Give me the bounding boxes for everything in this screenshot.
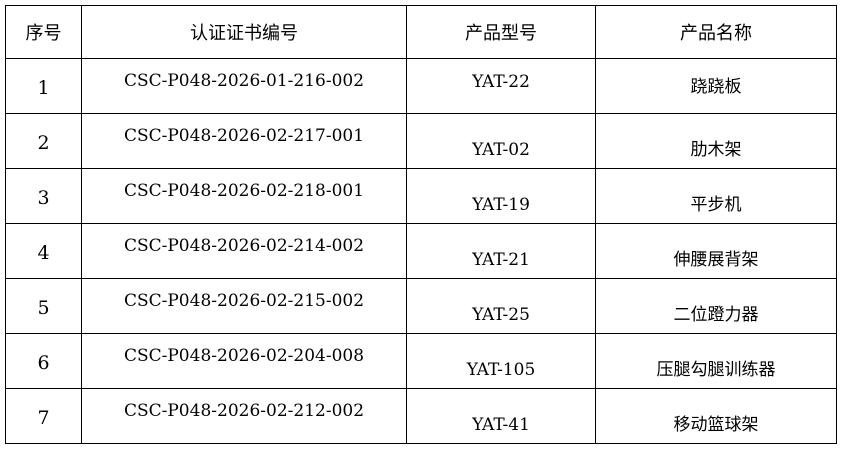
cell-cert-number: CSC-P048-2026-01-216-002 (81, 58, 407, 114)
row-index: 4 (37, 242, 50, 264)
product-name: 移动篮球架 (673, 415, 759, 435)
model-number: YAT-25 (472, 305, 530, 325)
cell-product-name: 二位蹬力器 (595, 278, 837, 334)
cell-row-index: 5 (5, 278, 82, 334)
header-index: 序号 (5, 5, 82, 59)
table-row: 1 CSC-P048-2026-01-216-002 YAT-22 跷跷板 (5, 58, 837, 114)
header-row: 序号 认证证书编号 产品型号 产品名称 (5, 5, 837, 59)
cell-product-name: 移动篮球架 (595, 388, 837, 444)
cell-product-name: 跷跷板 (595, 58, 837, 114)
cell-cert-number: CSC-P048-2026-02-215-002 (81, 278, 407, 334)
model-number: YAT-02 (472, 140, 530, 160)
certificate-table: 序号 认证证书编号 产品型号 产品名称 1 CSC-P048-2026-01-21… (5, 5, 837, 444)
cert-number: CSC-P048-2026-02-215-002 (123, 291, 365, 311)
cell-model-number: YAT-105 (406, 333, 596, 389)
cell-row-index: 6 (5, 333, 82, 389)
header-cert-number: 认证证书编号 (81, 5, 407, 59)
model-number: YAT-105 (466, 360, 536, 380)
cert-number: CSC-P048-2026-02-204-008 (123, 346, 365, 366)
row-index: 6 (37, 352, 50, 374)
cell-product-name: 肋木架 (595, 113, 837, 169)
model-number: YAT-22 (472, 72, 530, 92)
cell-model-number: YAT-02 (406, 113, 596, 169)
model-number: YAT-41 (472, 415, 530, 435)
header-product-name: 产品名称 (595, 5, 837, 59)
product-name: 肋木架 (690, 140, 742, 160)
product-name: 二位蹬力器 (673, 305, 759, 325)
cell-model-number: YAT-22 (406, 58, 596, 114)
cert-number: CSC-P048-2026-02-214-002 (123, 236, 365, 256)
table-row: 6 CSC-P048-2026-02-204-008 YAT-105 压腿勾腿训练器 (5, 333, 837, 389)
row-index: 7 (37, 407, 50, 429)
cell-row-index: 7 (5, 388, 82, 444)
cert-number: CSC-P048-2026-01-216-002 (123, 71, 365, 91)
cell-row-index: 1 (5, 58, 82, 114)
table-row: 5 CSC-P048-2026-02-215-002 YAT-25 二位蹬力器 (5, 278, 837, 334)
cell-product-name: 压腿勾腿训练器 (595, 333, 837, 389)
cell-cert-number: CSC-P048-2026-02-214-002 (81, 223, 407, 279)
model-number: YAT-21 (472, 250, 530, 270)
table-row: 7 CSC-P048-2026-02-212-002 YAT-41 移动篮球架 (5, 388, 837, 444)
cell-cert-number: CSC-P048-2026-02-204-008 (81, 333, 407, 389)
cell-row-index: 3 (5, 168, 82, 224)
product-name: 跷跷板 (690, 77, 742, 97)
row-index: 3 (37, 187, 50, 209)
header-model: 产品型号 (406, 5, 596, 59)
cell-model-number: YAT-19 (406, 168, 596, 224)
cell-model-number: YAT-21 (406, 223, 596, 279)
cell-cert-number: CSC-P048-2026-02-218-001 (81, 168, 407, 224)
table-row: 2 CSC-P048-2026-02-217-001 YAT-02 肋木架 (5, 113, 837, 169)
cell-cert-number: CSC-P048-2026-02-212-002 (81, 388, 407, 444)
table-row: 4 CSC-P048-2026-02-214-002 YAT-21 伸腰展背架 (5, 223, 837, 279)
product-name: 平步机 (690, 195, 742, 215)
product-name: 压腿勾腿训练器 (656, 360, 776, 380)
cell-product-name: 平步机 (595, 168, 837, 224)
cell-cert-number: CSC-P048-2026-02-217-001 (81, 113, 407, 169)
row-index: 2 (37, 132, 50, 154)
product-name: 伸腰展背架 (673, 250, 759, 270)
cert-number: CSC-P048-2026-02-218-001 (123, 181, 365, 201)
cert-number: CSC-P048-2026-02-217-001 (123, 126, 365, 146)
model-number: YAT-19 (472, 195, 530, 215)
row-index: 1 (37, 77, 50, 99)
row-index: 5 (37, 297, 50, 319)
cell-product-name: 伸腰展背架 (595, 223, 837, 279)
cell-model-number: YAT-25 (406, 278, 596, 334)
table-row: 3 CSC-P048-2026-02-218-001 YAT-19 平步机 (5, 168, 837, 224)
cell-row-index: 2 (5, 113, 82, 169)
cell-model-number: YAT-41 (406, 388, 596, 444)
cert-number: CSC-P048-2026-02-212-002 (123, 401, 365, 421)
cell-row-index: 4 (5, 223, 82, 279)
